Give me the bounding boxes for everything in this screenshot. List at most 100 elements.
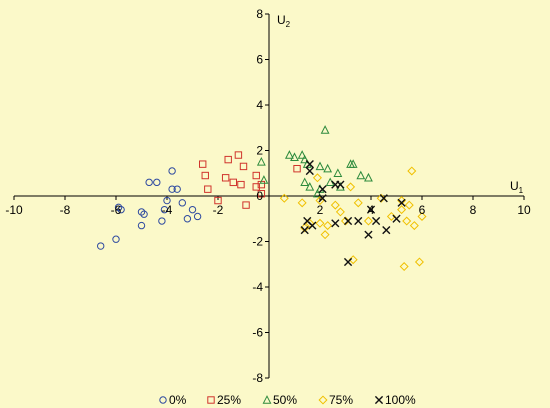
data-point (290, 152, 299, 162)
data-point (168, 167, 176, 175)
data-point (145, 178, 153, 187)
y-tick-label: -6 (252, 326, 263, 340)
legend-label: 100% (385, 393, 416, 407)
data-point (399, 262, 409, 272)
y-tick-label: 6 (256, 53, 263, 67)
data-point (237, 180, 245, 189)
legend: 0% 25% 50% 75% 100% (159, 393, 416, 407)
data-point (305, 166, 314, 176)
data-point (417, 211, 427, 221)
data-point (318, 194, 327, 203)
data-point (331, 219, 340, 228)
data-point (313, 188, 322, 198)
data-point (114, 203, 123, 212)
data-point (305, 160, 314, 169)
data-point (300, 223, 310, 233)
axis-labels: -10 -8 -6 -4 -2 2 4 6 8 10 -8 -6 -4 -2 0 2 4 6 8 U1 U2 (5, 7, 531, 385)
data-point (214, 196, 222, 205)
data-point (353, 198, 363, 208)
data-point (356, 170, 366, 180)
y-tick-label: -4 (252, 280, 263, 294)
data-point (308, 221, 317, 230)
data-point (366, 205, 376, 214)
data-point (404, 200, 414, 210)
data-point (333, 168, 343, 177)
data-point (300, 154, 310, 164)
x-tick-label: 4 (368, 203, 375, 217)
data-point (397, 196, 407, 206)
legend-label: 0% (169, 393, 187, 407)
legend-label: 75% (329, 393, 353, 407)
data-point (315, 196, 325, 206)
data-point (137, 221, 146, 230)
data-point (257, 190, 266, 198)
data-point (379, 194, 388, 203)
x-tick-label: -8 (60, 203, 71, 217)
legend-item: 75% (318, 393, 353, 407)
x-tick-label: -6 (111, 203, 122, 217)
data-point (140, 210, 148, 218)
data-point (201, 171, 209, 180)
x-axis-label: U1 (510, 179, 524, 195)
data-point (372, 216, 381, 226)
legend-item: 25% (207, 393, 241, 407)
data-point (320, 125, 330, 134)
data-point (376, 193, 386, 203)
legend-marker (159, 396, 167, 404)
data-point (178, 199, 187, 207)
data-point (323, 163, 333, 173)
data-point (315, 218, 325, 228)
x-tick-label: 10 (517, 203, 531, 217)
data-point (343, 257, 353, 267)
data-point (193, 212, 202, 221)
series-2 (256, 125, 373, 198)
data-point (305, 182, 315, 191)
data-point (300, 177, 310, 187)
series-3 (279, 166, 427, 272)
data-point (229, 178, 238, 187)
data-point (320, 230, 330, 240)
data-point (158, 217, 166, 225)
data-point (363, 216, 373, 226)
data-point (336, 180, 345, 189)
data-point (234, 151, 243, 159)
data-point (297, 198, 307, 208)
data-point (204, 185, 212, 193)
y-axis-label: U2 (277, 13, 291, 29)
data-point (259, 175, 269, 184)
data-point (242, 201, 250, 209)
data-point (409, 221, 419, 231)
x-tick-label: 6 (419, 203, 426, 217)
y-tick-label: 8 (256, 7, 263, 21)
legend-item: 0% (159, 393, 187, 407)
data-point (407, 166, 417, 176)
data-point (354, 216, 363, 226)
x-tick-label: -10 (5, 203, 23, 217)
y-tick-label: 4 (256, 98, 263, 112)
data-point (199, 160, 207, 168)
data-point (153, 178, 161, 187)
y-tick-label: 2 (256, 144, 263, 158)
data-point (343, 216, 353, 226)
data-point (318, 185, 327, 194)
data-point (183, 215, 192, 223)
data-point (335, 207, 345, 217)
data-point (221, 174, 230, 182)
series-1 (199, 151, 301, 209)
legend-marker (374, 395, 384, 405)
data-point (224, 155, 232, 164)
y-tick-label: -8 (252, 371, 263, 385)
data-point (346, 182, 356, 192)
data-point (397, 198, 406, 207)
data-point (330, 200, 340, 210)
data-point (293, 165, 301, 173)
data-point (340, 216, 351, 226)
data-points (97, 125, 427, 272)
x-tick-label: -4 (162, 203, 173, 217)
data-point (117, 205, 125, 214)
data-point (97, 242, 105, 250)
data-point (160, 205, 169, 214)
x-tick-label: -2 (213, 203, 224, 217)
data-point (188, 205, 197, 214)
series-4 (300, 160, 406, 267)
